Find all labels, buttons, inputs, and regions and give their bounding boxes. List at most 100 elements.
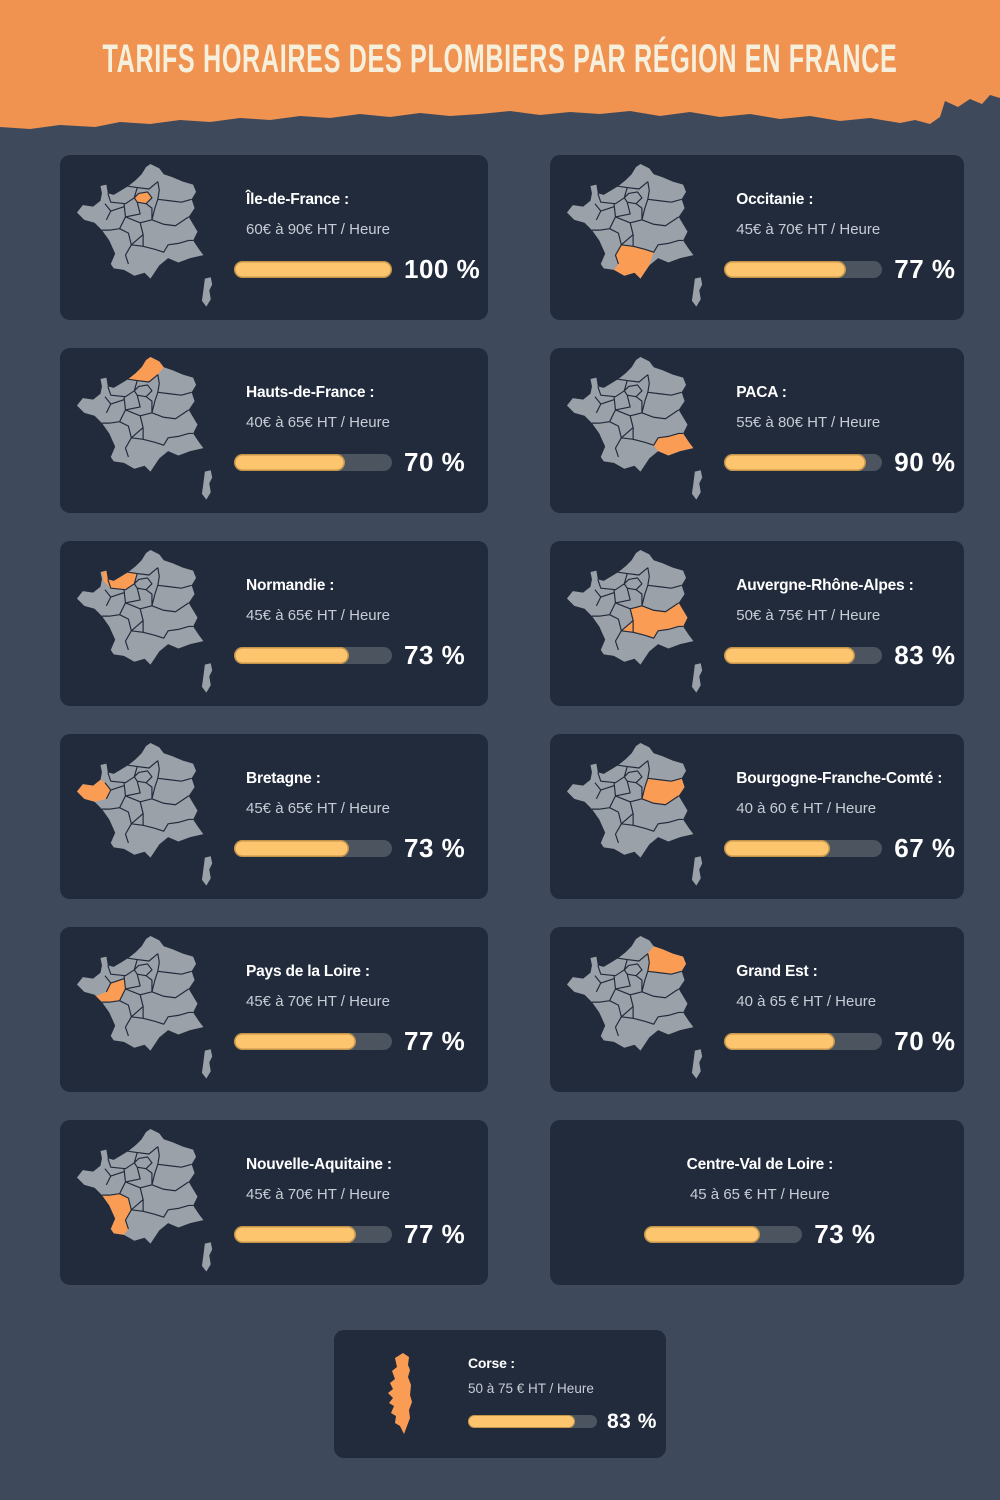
france-map bbox=[76, 743, 213, 886]
card-info: Pays de la Loire : 45€ à 70€ HT / Heure … bbox=[234, 962, 480, 1057]
progress-row: 73 % bbox=[644, 1219, 875, 1250]
progress-row: 70 % bbox=[234, 447, 480, 478]
card-info: Corse : 50 à 75 € HT / Heure 83 % bbox=[468, 1354, 657, 1434]
region-card-na: Nouvelle-Aquitaine : 45€ à 70€ HT / Heur… bbox=[60, 1120, 489, 1285]
progress-row: 100 % bbox=[234, 254, 480, 285]
france-map bbox=[76, 936, 213, 1079]
header-banner: TARIFS HORAIRES DES PLOMBIERS PAR RÉGION… bbox=[0, 0, 1000, 140]
price-range: 45 à 65 € HT / Heure bbox=[689, 1185, 830, 1203]
progress-bar-fill bbox=[234, 453, 345, 471]
percentage-label: 67 % bbox=[894, 832, 956, 863]
region-card-ara: Auvergne-Rhône-Alpes : 50€ à 75€ HT / He… bbox=[550, 541, 964, 706]
percentage-label: 73 % bbox=[814, 1218, 876, 1249]
progress-row: 90 % bbox=[724, 447, 955, 478]
card-info: Auvergne-Rhône-Alpes : 50€ à 75€ HT / He… bbox=[724, 576, 955, 671]
progress-bar-fill bbox=[724, 453, 867, 471]
price-range: 60€ à 90€ HT / Heure bbox=[246, 220, 390, 238]
card-info: Occitanie : 45€ à 70€ HT / Heure 77 % bbox=[724, 190, 955, 285]
price-range: 45€ à 70€ HT / Heure bbox=[736, 220, 881, 238]
region-name: Normandie : bbox=[246, 576, 335, 594]
progress-bar bbox=[468, 1415, 597, 1428]
progress-bar bbox=[234, 260, 392, 278]
progress-bar bbox=[644, 1225, 803, 1243]
card-info: Normandie : 45€ à 65€ HT / Heure 73 % bbox=[234, 576, 480, 671]
region-card-pdl: Pays de la Loire : 45€ à 70€ HT / Heure … bbox=[60, 927, 489, 1092]
region-name: Hauts-de-France : bbox=[246, 383, 375, 401]
progress-bar-fill bbox=[234, 1032, 356, 1050]
card-info: Grand Est : 40 à 65 € HT / Heure 70 % bbox=[724, 962, 955, 1057]
percentage-label: 77 % bbox=[404, 1218, 466, 1249]
progress-bar-fill bbox=[724, 260, 846, 278]
progress-bar bbox=[234, 1032, 392, 1050]
price-range: 40 à 65 € HT / Heure bbox=[736, 992, 877, 1010]
france-map bbox=[76, 550, 213, 693]
title-wrap: TARIFS HORAIRES DES PLOMBIERS PAR RÉGION… bbox=[0, 0, 1000, 118]
france-map bbox=[567, 357, 703, 500]
region-name: Pays de la Loire : bbox=[246, 962, 370, 980]
infographic-page: TARIFS HORAIRES DES PLOMBIERS PAR RÉGION… bbox=[0, 0, 1000, 1458]
region-card-occitanie: Occitanie : 45€ à 70€ HT / Heure 77 % bbox=[550, 155, 964, 320]
progress-bar bbox=[234, 646, 392, 664]
region-name: Nouvelle-Aquitaine : bbox=[246, 1155, 392, 1173]
card-info: Centre-Val de Loire : 45 à 65 € HT / Heu… bbox=[644, 1156, 875, 1250]
region-card-paca: PACA : 55€ à 80€ HT / Heure 90 % bbox=[550, 348, 964, 513]
france-map bbox=[76, 357, 213, 500]
progress-bar-fill bbox=[234, 839, 350, 857]
card-info: PACA : 55€ à 80€ HT / Heure 90 % bbox=[724, 383, 955, 478]
progress-bar bbox=[724, 453, 883, 471]
region-name: Bretagne : bbox=[246, 769, 321, 787]
torn-paper-edge bbox=[0, 0, 1000, 129]
progress-row: 77 % bbox=[234, 1219, 480, 1250]
france-map bbox=[76, 164, 213, 307]
region-name: Occitanie : bbox=[736, 190, 814, 208]
progress-bar-fill bbox=[234, 1225, 356, 1243]
region-name: Grand Est : bbox=[736, 962, 818, 980]
card-info: Nouvelle-Aquitaine : 45€ à 70€ HT / Heur… bbox=[234, 1155, 480, 1250]
region-name: Île-de-France : bbox=[246, 190, 349, 208]
progress-row: 67 % bbox=[724, 833, 955, 864]
progress-row: 73 % bbox=[234, 833, 480, 864]
price-range: 50€ à 75€ HT / Heure bbox=[736, 606, 881, 624]
progress-bar-fill bbox=[234, 646, 350, 664]
price-range: 40€ à 65€ HT / Heure bbox=[246, 413, 390, 431]
card-info: Bretagne : 45€ à 65€ HT / Heure 73 % bbox=[234, 769, 480, 864]
percentage-label: 83 % bbox=[607, 1409, 657, 1433]
region-card-cvl: Centre-Val de Loire : 45 à 65 € HT / Heu… bbox=[550, 1120, 964, 1285]
region-card-normandie: Normandie : 45€ à 65€ HT / Heure 73 % bbox=[60, 541, 489, 706]
price-range: 50 à 75 € HT / Heure bbox=[468, 1380, 594, 1396]
region-name: PACA : bbox=[736, 383, 787, 401]
percentage-label: 70 % bbox=[404, 446, 466, 477]
region-name: Corse : bbox=[468, 1354, 515, 1371]
percentage-label: 100 % bbox=[404, 253, 481, 284]
region-card-bfc: Bourgogne-Franche-Comté : 40 à 60 € HT /… bbox=[550, 734, 964, 899]
progress-row: 77 % bbox=[724, 254, 955, 285]
region-card-bretagne: Bretagne : 45€ à 65€ HT / Heure 73 % bbox=[60, 734, 489, 899]
price-range: 45€ à 65€ HT / Heure bbox=[246, 606, 390, 624]
percentage-label: 70 % bbox=[894, 1025, 956, 1056]
percentage-label: 73 % bbox=[404, 832, 466, 863]
progress-bar bbox=[724, 1032, 883, 1050]
price-range: 45€ à 65€ HT / Heure bbox=[246, 799, 390, 817]
percentage-label: 77 % bbox=[894, 253, 956, 284]
france-map bbox=[567, 550, 703, 693]
progress-bar bbox=[724, 646, 883, 664]
progress-row: 77 % bbox=[234, 1026, 480, 1057]
progress-row: 70 % bbox=[724, 1026, 955, 1057]
progress-row: 83 % bbox=[468, 1409, 657, 1434]
price-range: 45€ à 70€ HT / Heure bbox=[246, 992, 390, 1010]
progress-row: 73 % bbox=[234, 640, 480, 671]
france-map bbox=[567, 164, 703, 307]
price-range: 55€ à 80€ HT / Heure bbox=[736, 413, 881, 431]
progress-bar bbox=[724, 260, 883, 278]
percentage-label: 83 % bbox=[894, 639, 956, 670]
progress-bar-fill bbox=[724, 839, 831, 857]
progress-row: 83 % bbox=[724, 640, 955, 671]
region-card-ge: Grand Est : 40 à 65 € HT / Heure 70 % bbox=[550, 927, 964, 1092]
france-map bbox=[76, 1129, 213, 1272]
progress-bar-fill bbox=[644, 1225, 760, 1243]
progress-bar-fill bbox=[234, 260, 392, 278]
progress-bar bbox=[234, 453, 392, 471]
cards-grid: Île-de-France : 60€ à 90€ HT / Heure 100… bbox=[0, 140, 1000, 1285]
region-name: Auvergne-Rhône-Alpes : bbox=[736, 576, 914, 594]
region-name: Centre-Val de Loire : bbox=[686, 1155, 834, 1173]
